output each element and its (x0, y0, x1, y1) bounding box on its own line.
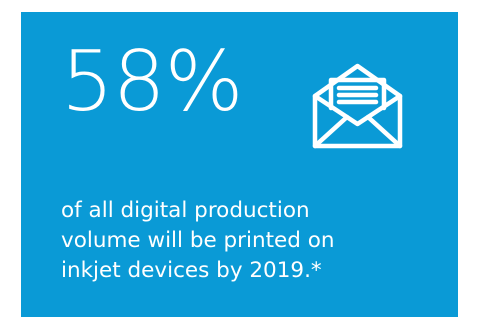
caption-text: of all digital production volume will be… (61, 196, 441, 286)
caption-line: of all digital production (61, 198, 310, 223)
open-envelope-icon (312, 63, 403, 149)
caption-line: volume will be printed on (61, 228, 335, 253)
infographic-card: 58% of all digital production volume wil… (21, 12, 458, 317)
stat-value: 58% (61, 33, 243, 130)
caption-line: inkjet devices by 2019.* (61, 258, 322, 283)
